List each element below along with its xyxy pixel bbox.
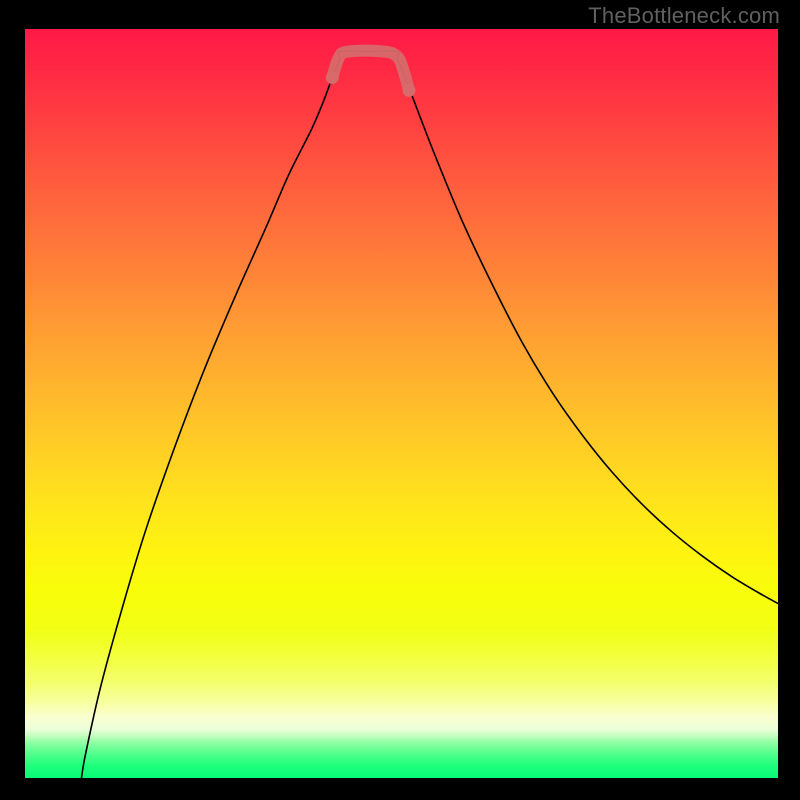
plot-area: TheBottleneck.com	[25, 29, 778, 778]
trough-marker-dot	[403, 84, 416, 97]
watermark-text: TheBottleneck.com	[588, 3, 780, 29]
trough-marker-dot	[326, 71, 339, 84]
chart-stage: TheBottleneck.com	[0, 0, 800, 800]
gradient-background	[25, 29, 778, 778]
bottleneck-chart	[25, 29, 778, 778]
